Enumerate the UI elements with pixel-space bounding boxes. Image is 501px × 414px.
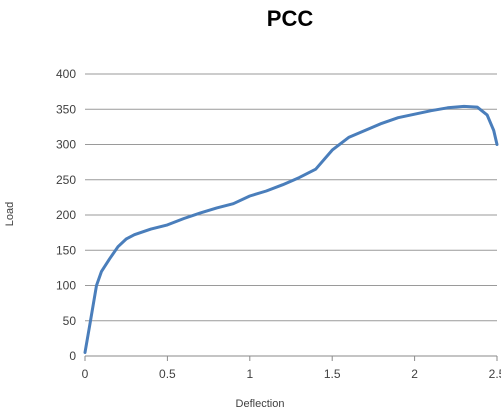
series-line-0: [83, 104, 499, 354]
x-tick-label: 0: [82, 367, 89, 381]
x-tick-label: 1: [246, 367, 253, 381]
y-tick-label: 50: [63, 314, 77, 328]
y-tick-label: 250: [56, 173, 76, 187]
y-tick-label: 150: [56, 243, 76, 257]
y-tick-label: 100: [56, 279, 76, 293]
y-tick-label: 350: [56, 102, 76, 116]
y-tick-label: 0: [69, 349, 76, 363]
y-tick-label: 300: [56, 138, 76, 152]
y-tick-label: 200: [56, 208, 76, 222]
x-tick-label: 0.5: [159, 367, 176, 381]
y-axis-label: Load: [4, 201, 16, 227]
x-axis-label: Deflection: [235, 398, 285, 410]
x-tick-label: 2.5: [489, 367, 501, 381]
y-tick-label: 400: [56, 67, 76, 81]
chart-title: PCC: [266, 6, 314, 31]
x-tick-label: 1.5: [324, 367, 341, 381]
x-tick-label: 2: [411, 367, 418, 381]
